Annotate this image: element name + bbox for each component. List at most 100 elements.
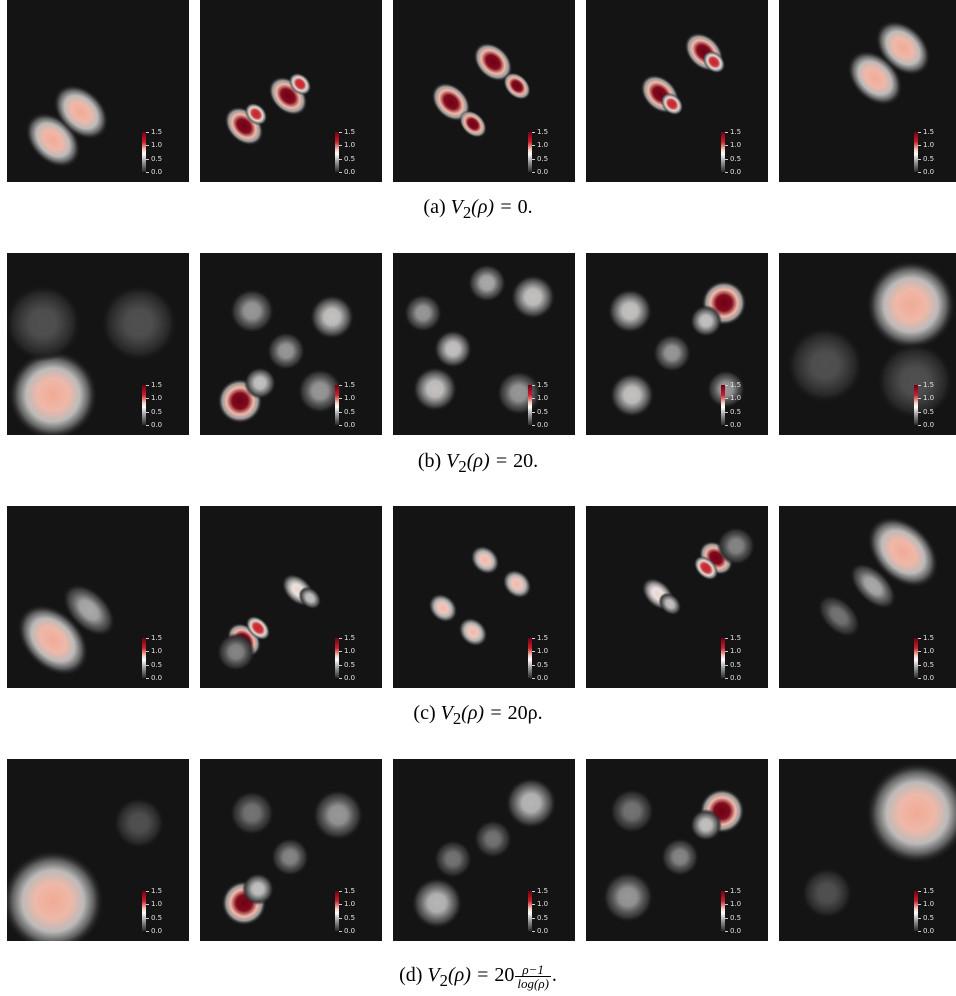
colorbar: 1.5 1.0 0.5 0.0 bbox=[524, 634, 560, 682]
caption-lhs: V bbox=[450, 196, 463, 218]
caption-subscript: 2 bbox=[439, 971, 448, 991]
density-blob bbox=[229, 288, 275, 334]
density-blob bbox=[7, 284, 82, 362]
density-field bbox=[847, 20, 931, 106]
colorbar-tick bbox=[725, 385, 728, 386]
colorbar-gradient bbox=[721, 891, 725, 931]
caption-fraction: ρ−1 log(ρ) bbox=[515, 963, 551, 990]
colorbar-tick-label: 1.5 bbox=[151, 634, 163, 642]
density-panel: 1.5 1.0 0.5 0.0 bbox=[779, 759, 956, 941]
colorbar-tick-label: 1.0 bbox=[537, 394, 549, 402]
colorbar-tick-label: 0.5 bbox=[151, 408, 163, 416]
colorbar-tick-label: 1.0 bbox=[151, 394, 163, 402]
colorbar-tick bbox=[725, 665, 728, 666]
density-panel: 1.5 1.0 0.5 0.0 bbox=[779, 0, 956, 182]
colorbar-tick-label: 1.0 bbox=[344, 394, 356, 402]
density-blob bbox=[609, 788, 655, 834]
colorbar-tick bbox=[918, 145, 921, 146]
caption-label: (c) bbox=[413, 702, 436, 724]
colorbar-tick bbox=[532, 931, 535, 932]
colorbar-gradient bbox=[335, 891, 339, 931]
colorbar-tick-label: 1.5 bbox=[730, 128, 742, 136]
colorbar-tick-label: 0.5 bbox=[151, 914, 163, 922]
colorbar-tick bbox=[339, 398, 342, 399]
colorbar-tick-label: 1.5 bbox=[344, 887, 356, 895]
density-blob bbox=[702, 50, 726, 74]
colorbar-tick-label: 1.5 bbox=[344, 128, 356, 136]
density-panel: 1.5 1.0 0.5 0.0 bbox=[200, 506, 382, 688]
colorbar-tick-label: 0.0 bbox=[537, 674, 549, 682]
colorbar-tick bbox=[339, 159, 342, 160]
colorbar-tick bbox=[725, 904, 728, 905]
density-blob bbox=[309, 294, 355, 340]
density-panel: 1.5 1.0 0.5 0.0 bbox=[393, 0, 575, 182]
figure-row-b: 1.5 1.0 0.5 0.0 1.5 1.0 0.5 0.0 1.5 1.0 0.5 0.0 1.5 1… bbox=[0, 253, 956, 435]
colorbar-tick-label: 0.0 bbox=[923, 927, 935, 935]
colorbar-tick bbox=[146, 172, 149, 173]
colorbar: 1.5 1.0 0.5 0.0 bbox=[331, 128, 367, 176]
density-blob bbox=[690, 809, 722, 841]
density-blob bbox=[216, 632, 256, 672]
colorbar-tick bbox=[725, 931, 728, 932]
colorbar-tick bbox=[918, 891, 921, 892]
colorbar-tick-label: 1.0 bbox=[537, 647, 549, 655]
density-blob bbox=[660, 92, 684, 116]
density-blob bbox=[298, 586, 322, 610]
density-field bbox=[411, 777, 557, 929]
colorbar-tick-label: 1.5 bbox=[730, 634, 742, 642]
density-panel: 1.5 1.0 0.5 0.0 bbox=[7, 506, 189, 688]
colorbar-tick-label: 1.5 bbox=[923, 128, 935, 136]
colorbar-tick-label: 1.0 bbox=[923, 647, 935, 655]
colorbar-gradient bbox=[914, 385, 918, 425]
density-blob bbox=[245, 615, 271, 641]
colorbar-tick-label: 1.0 bbox=[730, 647, 742, 655]
colorbar-tick-label: 0.5 bbox=[923, 914, 935, 922]
colorbar-tick-label: 1.0 bbox=[537, 141, 549, 149]
colorbar-tick-label: 0.0 bbox=[151, 168, 163, 176]
density-panel: 1.5 1.0 0.5 0.0 bbox=[586, 253, 768, 435]
colorbar-tick bbox=[532, 678, 535, 679]
density-field bbox=[801, 761, 956, 919]
density-blob bbox=[431, 82, 471, 122]
colorbar-tick-label: 1.0 bbox=[730, 900, 742, 908]
colorbar-tick bbox=[532, 172, 535, 173]
colorbar-gradient bbox=[914, 638, 918, 678]
caption-subscript: 2 bbox=[452, 709, 462, 728]
colorbar-tick bbox=[725, 918, 728, 919]
caption-arg: (ρ) = bbox=[466, 450, 514, 472]
caption-rhs: 20. bbox=[513, 450, 539, 472]
colorbar-tick bbox=[532, 132, 535, 133]
colorbar: 1.5 1.0 0.5 0.0 bbox=[910, 634, 946, 682]
density-blob bbox=[433, 839, 473, 879]
figure-row-c: 1.5 1.0 0.5 0.0 1.5 1.0 0.5 0.0 1.5 1.0 0.5 0.0 1.5 1… bbox=[0, 506, 956, 688]
density-blob bbox=[428, 593, 458, 623]
colorbar-tick bbox=[532, 665, 535, 666]
density-field bbox=[217, 288, 355, 424]
colorbar-tick-label: 0.0 bbox=[344, 168, 356, 176]
colorbar-tick bbox=[146, 918, 149, 919]
colorbar-tick-label: 0.5 bbox=[344, 155, 356, 163]
caption-label: (b) bbox=[417, 450, 442, 472]
colorbar-tick bbox=[532, 918, 535, 919]
caption-arg: (ρ) = bbox=[461, 702, 508, 724]
density-blob bbox=[244, 102, 268, 126]
density-blob bbox=[849, 562, 897, 610]
density-blob bbox=[716, 526, 756, 566]
colorbar-tick bbox=[725, 159, 728, 160]
density-field bbox=[25, 84, 109, 168]
colorbar-tick bbox=[725, 145, 728, 146]
density-blob bbox=[288, 72, 312, 96]
density-blob bbox=[876, 342, 954, 420]
colorbar-tick bbox=[725, 425, 728, 426]
density-blob bbox=[786, 326, 864, 404]
density-blob bbox=[693, 555, 719, 581]
colorbar: 1.5 1.0 0.5 0.0 bbox=[910, 381, 946, 429]
colorbar-tick-label: 0.5 bbox=[923, 155, 935, 163]
colorbar-tick bbox=[339, 172, 342, 173]
colorbar-tick bbox=[339, 412, 342, 413]
colorbar-tick bbox=[146, 651, 149, 652]
colorbar-tick bbox=[725, 412, 728, 413]
colorbar: 1.5 1.0 0.5 0.0 bbox=[138, 634, 174, 682]
density-panel: 1.5 1.0 0.5 0.0 bbox=[779, 506, 956, 688]
colorbar-tick-label: 0.0 bbox=[344, 674, 356, 682]
